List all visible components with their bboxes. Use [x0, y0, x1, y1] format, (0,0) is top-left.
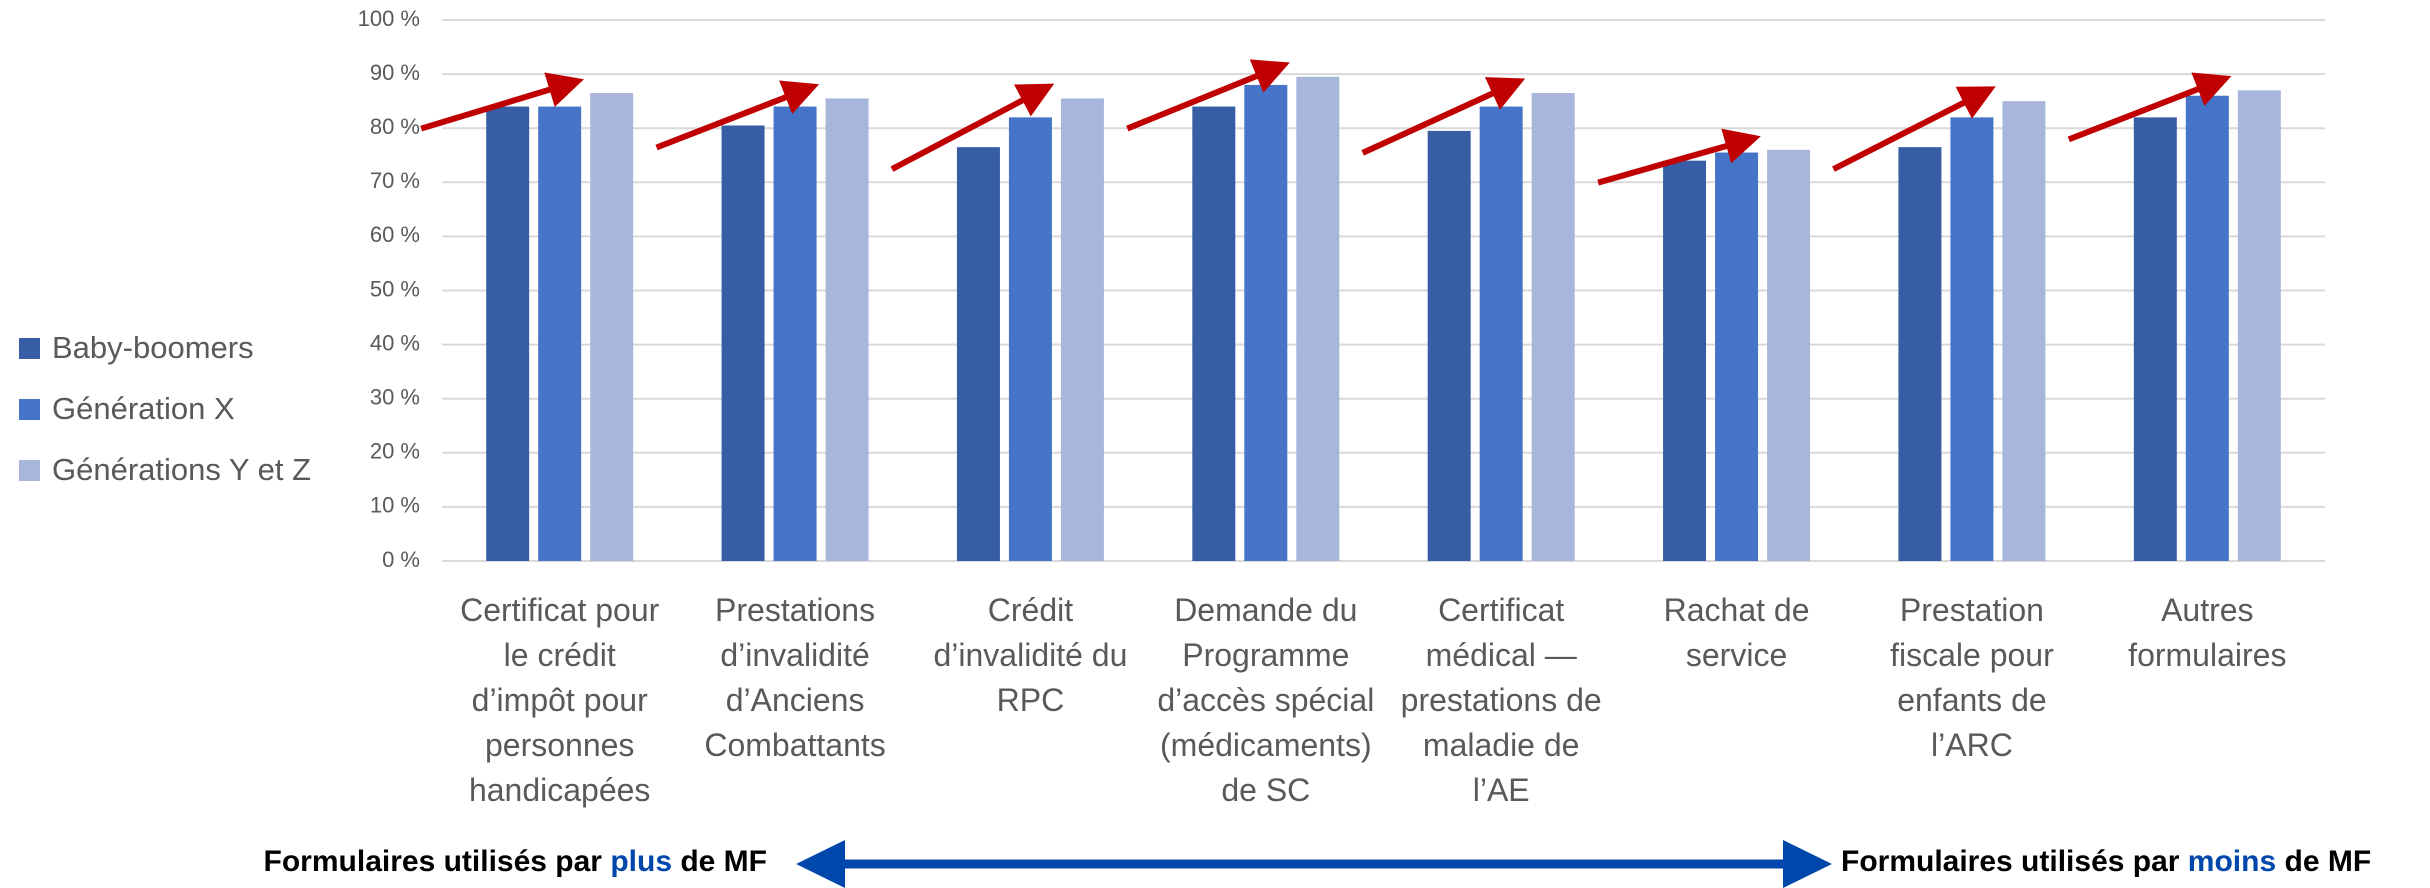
x-tick-label: Prestation fiscale pour enfants de l’ARC — [1890, 592, 2054, 763]
bar — [1008, 117, 1052, 561]
bar — [1898, 147, 1942, 561]
y-tick-label: 0 % — [382, 547, 420, 572]
trend-arrow — [420, 72, 584, 132]
trend-arrow — [1126, 59, 1290, 132]
bar — [2133, 117, 2177, 561]
y-tick-label: 10 % — [370, 493, 420, 518]
bar — [1296, 76, 1340, 562]
x-tick-label: Rachat de service — [1663, 592, 1810, 673]
bars — [486, 76, 2281, 562]
trend-arrows — [420, 59, 2232, 186]
y-tick-label: 50 % — [370, 276, 420, 301]
legend-swatch — [19, 459, 40, 481]
bar — [721, 125, 765, 562]
y-tick-label: 70 % — [370, 168, 420, 193]
y-tick-label: 60 % — [370, 222, 420, 247]
range-arrow-right-head — [1783, 840, 1832, 888]
bar — [2237, 90, 2281, 561]
range-arrow — [796, 840, 1832, 888]
annotation-highlight: plus — [610, 845, 672, 878]
bar — [825, 98, 869, 561]
bar — [1479, 106, 1523, 561]
x-tick-label: Certificat pour le crédit d’impôt pour p… — [460, 592, 660, 808]
x-tick-label: Demande du Programme d’accès spécial (mé… — [1157, 592, 1375, 808]
y-tick-label: 40 % — [370, 330, 420, 355]
annotation-text: de MF — [2276, 845, 2372, 878]
x-tick-label: Certificat médical — prestations de mala… — [1400, 592, 1602, 808]
bar — [2002, 101, 2046, 562]
bar — [1531, 93, 1575, 561]
bar — [956, 147, 1000, 561]
bar — [1427, 130, 1471, 561]
legend-swatch — [19, 398, 40, 420]
legend-item: Génération X — [19, 391, 235, 427]
y-tick-label: 90 % — [370, 60, 420, 85]
legend-label: Générations Y et Z — [52, 452, 312, 487]
trend-arrow — [655, 80, 820, 151]
annotation-highlight: moins — [2187, 845, 2277, 878]
bar — [1663, 160, 1707, 561]
bar — [1715, 152, 1759, 562]
bar — [2185, 95, 2229, 562]
bar — [1767, 149, 1811, 561]
legend-swatch — [19, 337, 40, 359]
legend-item: Générations Y et Z — [19, 452, 311, 488]
x-tick-label: Prestations d’invalidité d’Anciens Comba… — [704, 592, 886, 763]
legend-item: Baby-boomers — [19, 330, 254, 366]
trend-arrow — [890, 83, 1055, 172]
legend-label: Génération X — [52, 391, 235, 426]
annotation-text: Formulaires utilisés par — [263, 845, 611, 878]
left-annotation: Formulaires utilisés par plus de MF — [264, 845, 767, 879]
y-tick-label: 100 % — [358, 6, 420, 31]
trend-arrow — [2067, 72, 2232, 143]
trend-arrow — [1832, 86, 1996, 172]
range-arrow-left-head — [796, 840, 845, 888]
bar — [590, 93, 634, 561]
trend-arrow — [1361, 77, 1526, 156]
x-tick-label: Crédit d’invalidité du RPC — [933, 592, 1128, 718]
x-tick-label: Autres formulaires — [2128, 592, 2287, 673]
y-tick-label: 20 % — [370, 439, 420, 464]
bar — [1950, 117, 1994, 561]
bar — [773, 106, 817, 561]
trend-arrow — [1597, 128, 1761, 186]
y-tick-label: 80 % — [370, 114, 420, 139]
annotation-text: de MF — [672, 845, 767, 878]
bar — [1244, 84, 1288, 562]
bar — [1192, 106, 1236, 561]
y-tick-label: 30 % — [370, 385, 420, 410]
bar — [538, 106, 582, 561]
bar — [486, 106, 530, 561]
legend-label: Baby-boomers — [52, 330, 254, 365]
right-annotation: Formulaires utilisés par moins de MF — [1841, 845, 2371, 879]
bar — [1060, 98, 1104, 561]
annotation-text: Formulaires utilisés par — [1841, 845, 2188, 878]
